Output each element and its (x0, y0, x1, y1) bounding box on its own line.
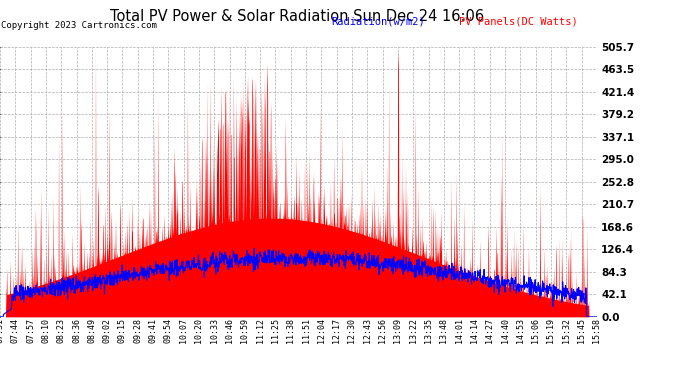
Text: Radiation(w/m2): Radiation(w/m2) (331, 17, 425, 27)
Text: PV Panels(DC Watts): PV Panels(DC Watts) (459, 17, 578, 27)
Text: Copyright 2023 Cartronics.com: Copyright 2023 Cartronics.com (1, 21, 157, 30)
Text: Total PV Power & Solar Radiation Sun Dec 24 16:06: Total PV Power & Solar Radiation Sun Dec… (110, 9, 484, 24)
